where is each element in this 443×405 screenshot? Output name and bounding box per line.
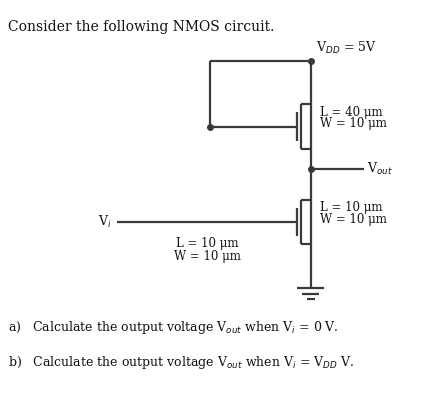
Text: Consider the following NMOS circuit.: Consider the following NMOS circuit. — [8, 20, 274, 34]
Text: V$_i$: V$_i$ — [98, 214, 111, 230]
Text: W = 10 μm: W = 10 μm — [320, 117, 387, 130]
Text: W = 10 μm: W = 10 μm — [174, 250, 241, 263]
Text: L = 10 μm: L = 10 μm — [320, 201, 383, 214]
Text: V$_{DD}$ = 5V: V$_{DD}$ = 5V — [315, 40, 376, 56]
Text: L = 10 μm: L = 10 μm — [176, 237, 238, 250]
Text: L = 40 μm: L = 40 μm — [320, 106, 383, 119]
Text: W = 10 μm: W = 10 μm — [320, 213, 387, 226]
Text: a)   Calculate the output voltage V$_{out}$ when V$_i$ = 0 V.: a) Calculate the output voltage V$_{out}… — [8, 319, 338, 336]
Text: b)   Calculate the output voltage V$_{out}$ when V$_i$ = V$_{DD}$ V.: b) Calculate the output voltage V$_{out}… — [8, 354, 354, 371]
Text: V$_{out}$: V$_{out}$ — [367, 161, 393, 177]
